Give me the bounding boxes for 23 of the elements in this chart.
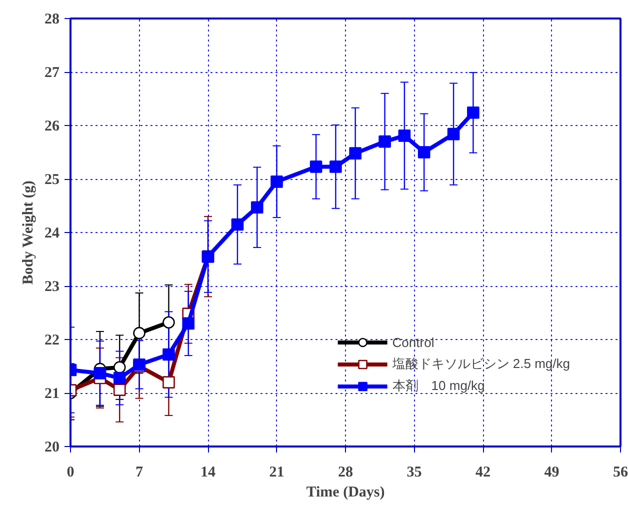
x-tick-label: 35	[406, 464, 422, 480]
x-tick-label: 56	[613, 464, 628, 480]
y-tick-label: 21	[44, 386, 60, 402]
x-tick-label: 0	[66, 464, 74, 480]
x-tick-label: 28	[338, 464, 353, 480]
x-tick-label: 42	[476, 464, 490, 480]
x-tick-label: 7	[136, 464, 144, 480]
y-tick-label: 27	[44, 65, 60, 81]
x-tick-label: 21	[269, 464, 284, 480]
y-tick-label: 25	[44, 172, 60, 188]
y-tick-label: 22	[44, 332, 60, 348]
y-tick-label: 23	[44, 279, 60, 295]
y-tick-label: 26	[44, 118, 60, 134]
y-tick-label: 20	[44, 440, 60, 456]
y-tick-label: 28	[44, 12, 60, 28]
legend-label: Control	[392, 334, 434, 350]
x-axis-title: Time (Days)	[306, 484, 385, 500]
x-tick-label: 14	[200, 464, 216, 480]
legend-label: 塩酸ドキソルビシン 2.5 mg/kg	[392, 355, 570, 373]
y-axis-title: Body Weight (g)	[20, 180, 36, 285]
x-tick-label: 49	[544, 464, 560, 480]
y-tick-label: 24	[44, 226, 60, 242]
legend-label: 本剤 10 mg/kg	[392, 377, 485, 395]
